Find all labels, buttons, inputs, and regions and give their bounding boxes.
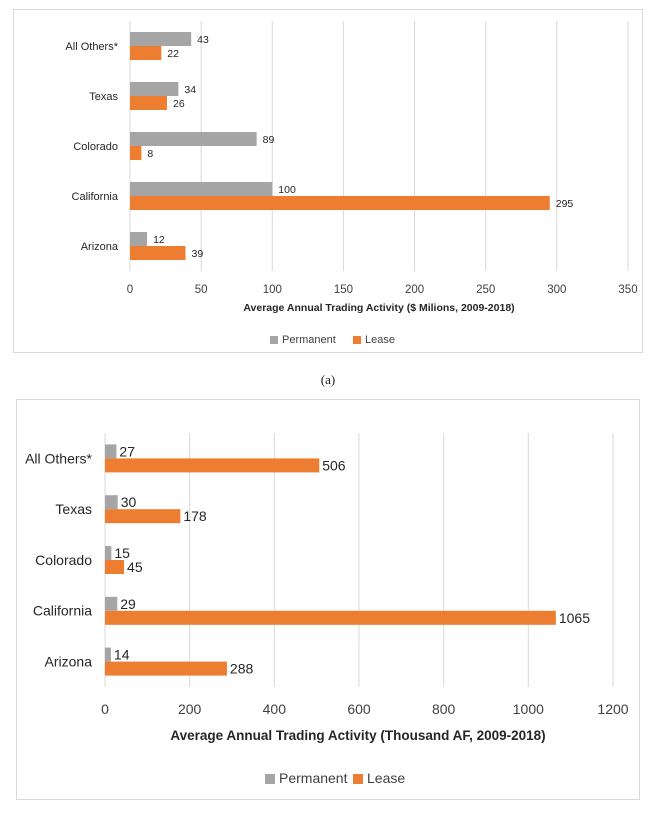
chart-b-category-label: Arizona xyxy=(45,654,93,670)
chart-a-x-tick-label: 150 xyxy=(334,284,353,296)
chart-a-data-label-permanent: 12 xyxy=(153,234,165,246)
chart-a-x-tick-label: 100 xyxy=(263,284,282,296)
chart-b-x-axis-title: Average Annual Trading Activity (Thousan… xyxy=(170,728,545,743)
chart-a-legend-label-permanent: Permanent xyxy=(282,334,336,346)
chart-a-bar-permanent xyxy=(130,232,148,246)
chart-a-svg: 0 50 100 150 200 250 300 350 All Others* 43 22 Texa… xyxy=(65,21,638,346)
chart-b-data-label-lease: 178 xyxy=(183,508,207,524)
chart-a-data-label-lease: 295 xyxy=(556,198,574,210)
chart-b-x-tick-label: 800 xyxy=(432,701,456,717)
chart-b-category-label: Colorado xyxy=(35,552,92,568)
chart-a-category-label: California xyxy=(72,191,119,203)
chart-b-x-tick-label: 400 xyxy=(263,701,287,717)
chart-a-x-tick-label: 200 xyxy=(405,284,424,296)
chart-a-data-label-lease: 26 xyxy=(173,98,185,110)
chart-a-bar-lease xyxy=(130,46,162,60)
chart-a-data-label-permanent: 100 xyxy=(278,184,296,196)
chart-b-legend-swatch-lease xyxy=(353,774,363,784)
chart-b-data-label-permanent: 14 xyxy=(114,647,130,663)
chart-a-legend-label-lease: Lease xyxy=(365,334,395,346)
chart-b-category-label: Texas xyxy=(55,501,92,517)
chart-panel-b: 0 200 400 600 800 1000 1200 All Others* 27 506 Tex… xyxy=(16,399,640,800)
chart-a-legend-swatch-lease xyxy=(353,336,361,344)
chart-b-x-tick-label: 600 xyxy=(347,701,371,717)
chart-panel-a: 0 50 100 150 200 250 300 350 All Others* 43 22 Texa… xyxy=(13,9,643,353)
chart-b-bar-lease xyxy=(105,509,181,524)
chart-b-category-label: California xyxy=(33,603,92,619)
chart-a-category-label: Texas xyxy=(89,91,118,103)
chart-b-svg: 0 200 400 600 800 1000 1200 All Others* 27 506 Tex… xyxy=(25,433,629,786)
chart-b-bar-lease xyxy=(105,458,320,473)
chart-b-x-tick-label: 1200 xyxy=(597,701,628,717)
chart-a-x-tick-label: 250 xyxy=(476,284,495,296)
chart-b-bar-permanent xyxy=(105,596,118,611)
chart-a-data-label-lease: 39 xyxy=(191,248,203,260)
chart-b-data-label-lease: 288 xyxy=(230,661,254,677)
chart-b-bar-lease xyxy=(105,560,125,574)
chart-a-x-tick-label: 350 xyxy=(618,284,637,296)
chart-b-x-tick-label: 1000 xyxy=(513,701,544,717)
chart-a-data-label-permanent: 34 xyxy=(184,84,196,96)
chart-a-bar-lease xyxy=(130,96,167,110)
chart-b-legend-label-permanent: Permanent xyxy=(279,770,348,786)
chart-b-x-tick-label: 0 xyxy=(101,701,109,717)
chart-b-data-label-lease: 45 xyxy=(127,559,143,575)
chart-a-legend-swatch-permanent xyxy=(270,336,278,344)
chart-b-legend-swatch-permanent xyxy=(265,774,275,784)
chart-a-data-label-permanent: 43 xyxy=(197,34,209,46)
chart-b-bar-permanent xyxy=(105,647,111,662)
chart-a-bar-permanent xyxy=(130,132,257,146)
caption-a: (a) xyxy=(320,372,336,387)
chart-a-bar-permanent xyxy=(130,82,179,96)
chart-a-data-label-lease: 22 xyxy=(167,48,179,60)
chart-a-bar-lease xyxy=(130,196,550,210)
chart-a-category-label: All Others* xyxy=(65,41,118,53)
chart-b-x-tick-label: 200 xyxy=(178,701,202,717)
chart-b-data-label-lease: 506 xyxy=(322,457,346,473)
chart-b-data-label-permanent: 29 xyxy=(120,596,136,612)
chart-a-data-label-permanent: 89 xyxy=(263,134,275,146)
chart-b-data-label-lease: 1065 xyxy=(559,610,590,626)
chart-b-bar-permanent xyxy=(105,546,112,560)
chart-a-x-axis-title: Average Annual Trading Activity ($ Milio… xyxy=(243,302,514,314)
chart-a-category-label: Arizona xyxy=(81,241,119,253)
chart-b-category-label: All Others* xyxy=(25,450,92,466)
chart-b-data-label-permanent: 15 xyxy=(114,545,130,561)
chart-b-legend-label-lease: Lease xyxy=(367,770,405,786)
chart-b-data-label-permanent: 27 xyxy=(119,443,135,459)
chart-b-data-label-permanent: 30 xyxy=(121,494,137,510)
chart-b-bar-permanent xyxy=(105,444,117,459)
chart-a-x-tick-label: 300 xyxy=(547,284,566,296)
chart-b-bar-lease xyxy=(105,661,227,676)
chart-a-bar-permanent xyxy=(130,182,273,196)
chart-b-bar-lease xyxy=(105,610,556,625)
chart-a-bar-permanent xyxy=(130,32,192,46)
chart-a-data-label-lease: 8 xyxy=(147,148,153,160)
chart-a-x-tick-label: 0 xyxy=(127,284,133,296)
chart-a-bar-lease xyxy=(130,246,186,260)
chart-a-category-label: Colorado xyxy=(73,141,118,153)
chart-a-x-tick-label: 50 xyxy=(195,284,208,296)
chart-a-bar-lease xyxy=(130,146,142,160)
chart-b-bar-permanent xyxy=(105,495,118,510)
